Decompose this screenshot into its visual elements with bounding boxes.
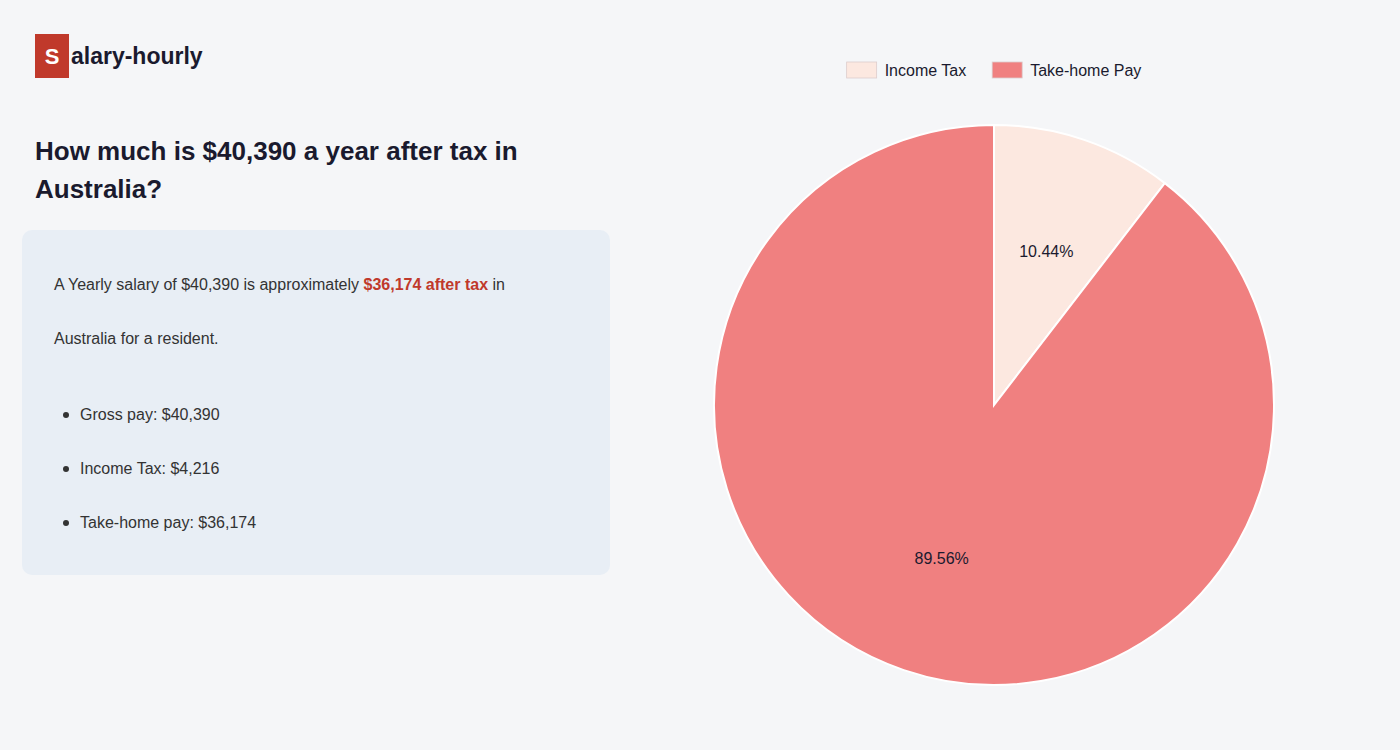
bullet-dot [63, 466, 69, 472]
title: How much is $40,390 a year after tax inA… [35, 136, 518, 204]
canvas: Salary-hourly How much is $40,390 a year … [0, 0, 1400, 750]
data-label: 10.44% [1019, 243, 1073, 260]
background [0, 0, 1400, 750]
legend-swatch [847, 62, 877, 78]
info-text: A Yearly salary of $40,390 is approximat… [54, 276, 364, 293]
data-label: 89.56% [915, 550, 969, 567]
info-box [22, 230, 610, 575]
text-panel: Salary-hourly How much is $40,390 a year … [22, 34, 610, 575]
info-text: in [488, 276, 505, 293]
legend-item: Income Tax [847, 62, 967, 79]
legend-label: Income Tax [885, 62, 967, 79]
bullet-text: Take-home pay: $36,174 [80, 514, 256, 531]
info-text: Australia for a resident. [54, 330, 219, 347]
legend-item: Take-home Pay [992, 62, 1141, 79]
pie-slice [714, 125, 1274, 685]
info-highlight: $36,174 after tax [364, 276, 489, 293]
legend-label: Take-home Pay [1030, 62, 1141, 79]
bullet-text: Income Tax: $4,216 [80, 460, 219, 477]
logo-box [35, 34, 69, 78]
bullet-dot [63, 412, 69, 418]
bullet-text: Gross pay: $40,390 [80, 406, 220, 423]
legend-swatch [992, 62, 1022, 78]
info-line: A Yearly salary of $40,390 is approximat… [54, 276, 505, 293]
pie: 10.44% 89.56% [714, 125, 1274, 685]
bullet-dot [63, 520, 69, 526]
logo-text: alary-hourly [71, 43, 203, 69]
legend: Income Tax Take-home Pay [847, 62, 1142, 79]
logo-letter: S [45, 44, 60, 69]
